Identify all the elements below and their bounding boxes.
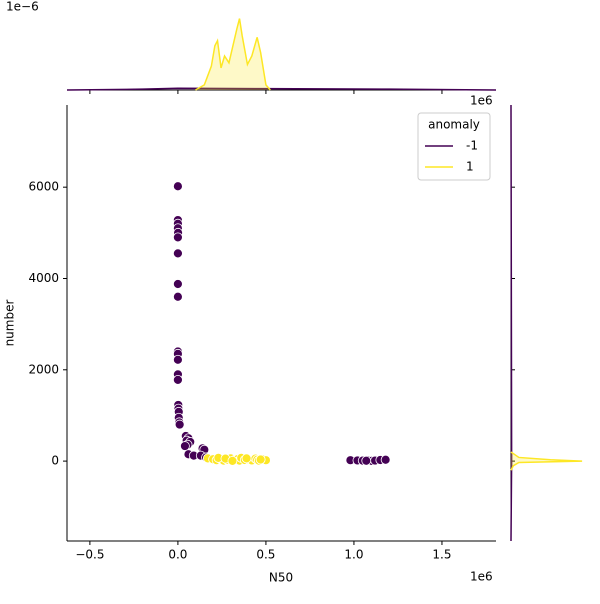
y-tick-label: 2000 — [28, 362, 59, 376]
point — [180, 441, 190, 451]
kde-line — [66, 87, 497, 91]
legend-box — [417, 112, 491, 181]
point — [361, 455, 372, 466]
x-label: N50 — [269, 571, 293, 585]
kde-line — [510, 104, 513, 542]
x-tick-label: 0.5 — [256, 548, 275, 562]
y-label: number — [3, 300, 17, 347]
y-tick-label: 0 — [51, 454, 59, 468]
point — [173, 248, 183, 259]
point — [173, 181, 183, 192]
y-tick-label: 6000 — [28, 180, 59, 194]
point — [173, 354, 183, 365]
point — [173, 374, 183, 385]
right-offset: 1e6 — [470, 94, 493, 108]
point — [227, 455, 238, 466]
point — [380, 454, 391, 465]
kde-fill — [511, 451, 583, 471]
point — [173, 279, 183, 289]
kde-line — [510, 451, 583, 471]
x-offset: 1e6 — [470, 570, 493, 584]
legend-label: 1 — [466, 160, 474, 174]
point — [255, 454, 266, 465]
y-tick-label: 4000 — [28, 271, 59, 285]
x-tick-label: 1.5 — [432, 548, 451, 562]
point — [173, 232, 183, 243]
kde-line — [195, 18, 271, 91]
x-tick-label: 1.0 — [344, 548, 363, 562]
legend-label: -1 — [466, 139, 478, 153]
point — [173, 291, 183, 302]
x-tick-label: −0.5 — [75, 548, 104, 562]
point — [241, 453, 252, 464]
legend-title: anomaly — [428, 118, 480, 132]
point — [174, 419, 185, 430]
kde-fill — [195, 18, 271, 91]
x-tick-label: 0.0 — [168, 548, 187, 562]
top-offset: 1e−6 — [6, 0, 39, 14]
